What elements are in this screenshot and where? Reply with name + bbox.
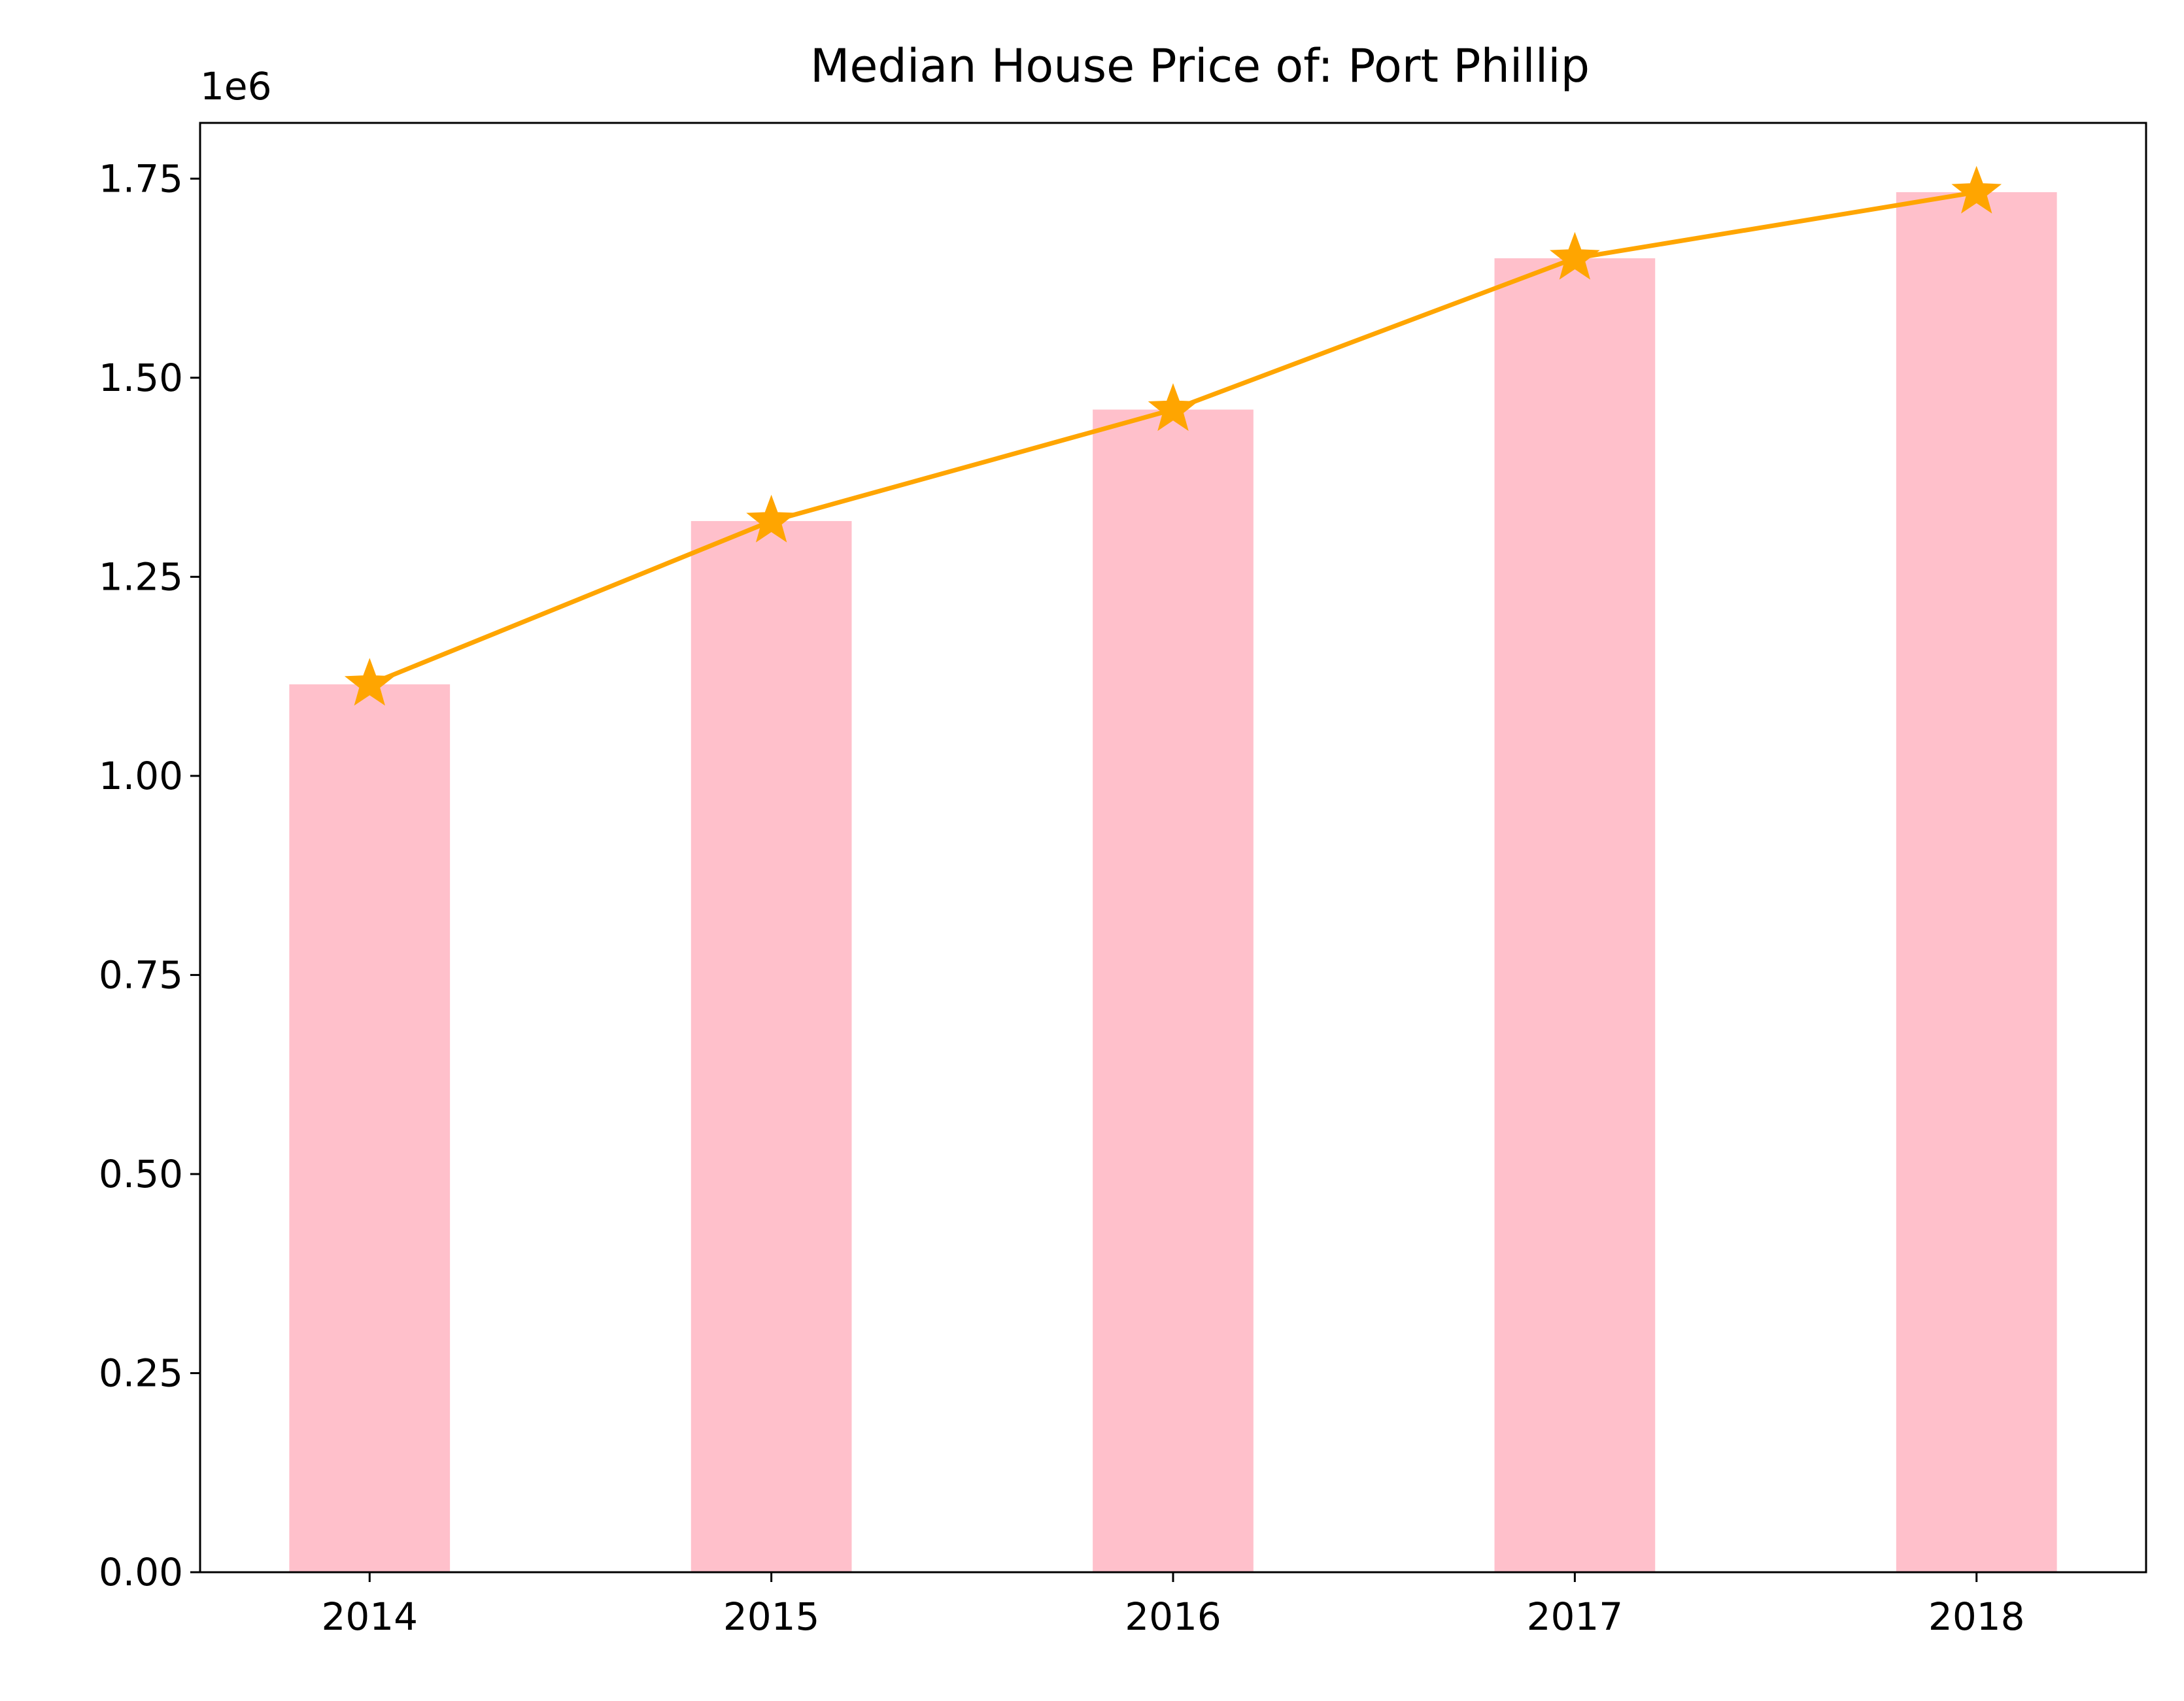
bar-2017 bbox=[1494, 258, 1656, 1573]
x-tick-label-2014: 2014 bbox=[321, 1594, 418, 1639]
x-tick-label-2018: 2018 bbox=[1928, 1594, 2025, 1639]
y-tick-label-7: 1.75 bbox=[99, 156, 183, 201]
y-tick-label-6: 1.50 bbox=[99, 356, 183, 400]
y-tick-label-0: 0.00 bbox=[99, 1550, 183, 1594]
bar-2014 bbox=[289, 684, 451, 1572]
y-tick-label-2: 0.50 bbox=[99, 1152, 183, 1196]
marker-2014 bbox=[344, 658, 395, 706]
bar-2018 bbox=[1896, 192, 2057, 1572]
y-tick-label-3: 0.75 bbox=[99, 952, 183, 997]
marker-2016 bbox=[1148, 383, 1199, 431]
marker-2018 bbox=[1951, 165, 2002, 214]
x-tick-label-2017: 2017 bbox=[1527, 1594, 1624, 1639]
y-axis-offset-label: 1e6 bbox=[200, 64, 272, 109]
marker-2017 bbox=[1549, 231, 1600, 280]
y-tick-label-5: 1.25 bbox=[99, 554, 183, 599]
bar-2016 bbox=[1093, 409, 1254, 1572]
chart-title: Median House Price of: Port Phillip bbox=[810, 39, 1590, 93]
marker-2015 bbox=[746, 494, 797, 543]
y-tick-label-4: 1.00 bbox=[99, 754, 183, 798]
x-tick-label-2016: 2016 bbox=[1125, 1594, 1221, 1639]
plot-area: 0.00 0.25 0.50 0.75 1.00 1.25 1.50 1.75 2014 2015… bbox=[99, 122, 2147, 1639]
y-tick-label-1: 0.25 bbox=[99, 1351, 183, 1395]
x-tick-label-2015: 2015 bbox=[723, 1594, 820, 1639]
bar-2015 bbox=[691, 521, 852, 1572]
